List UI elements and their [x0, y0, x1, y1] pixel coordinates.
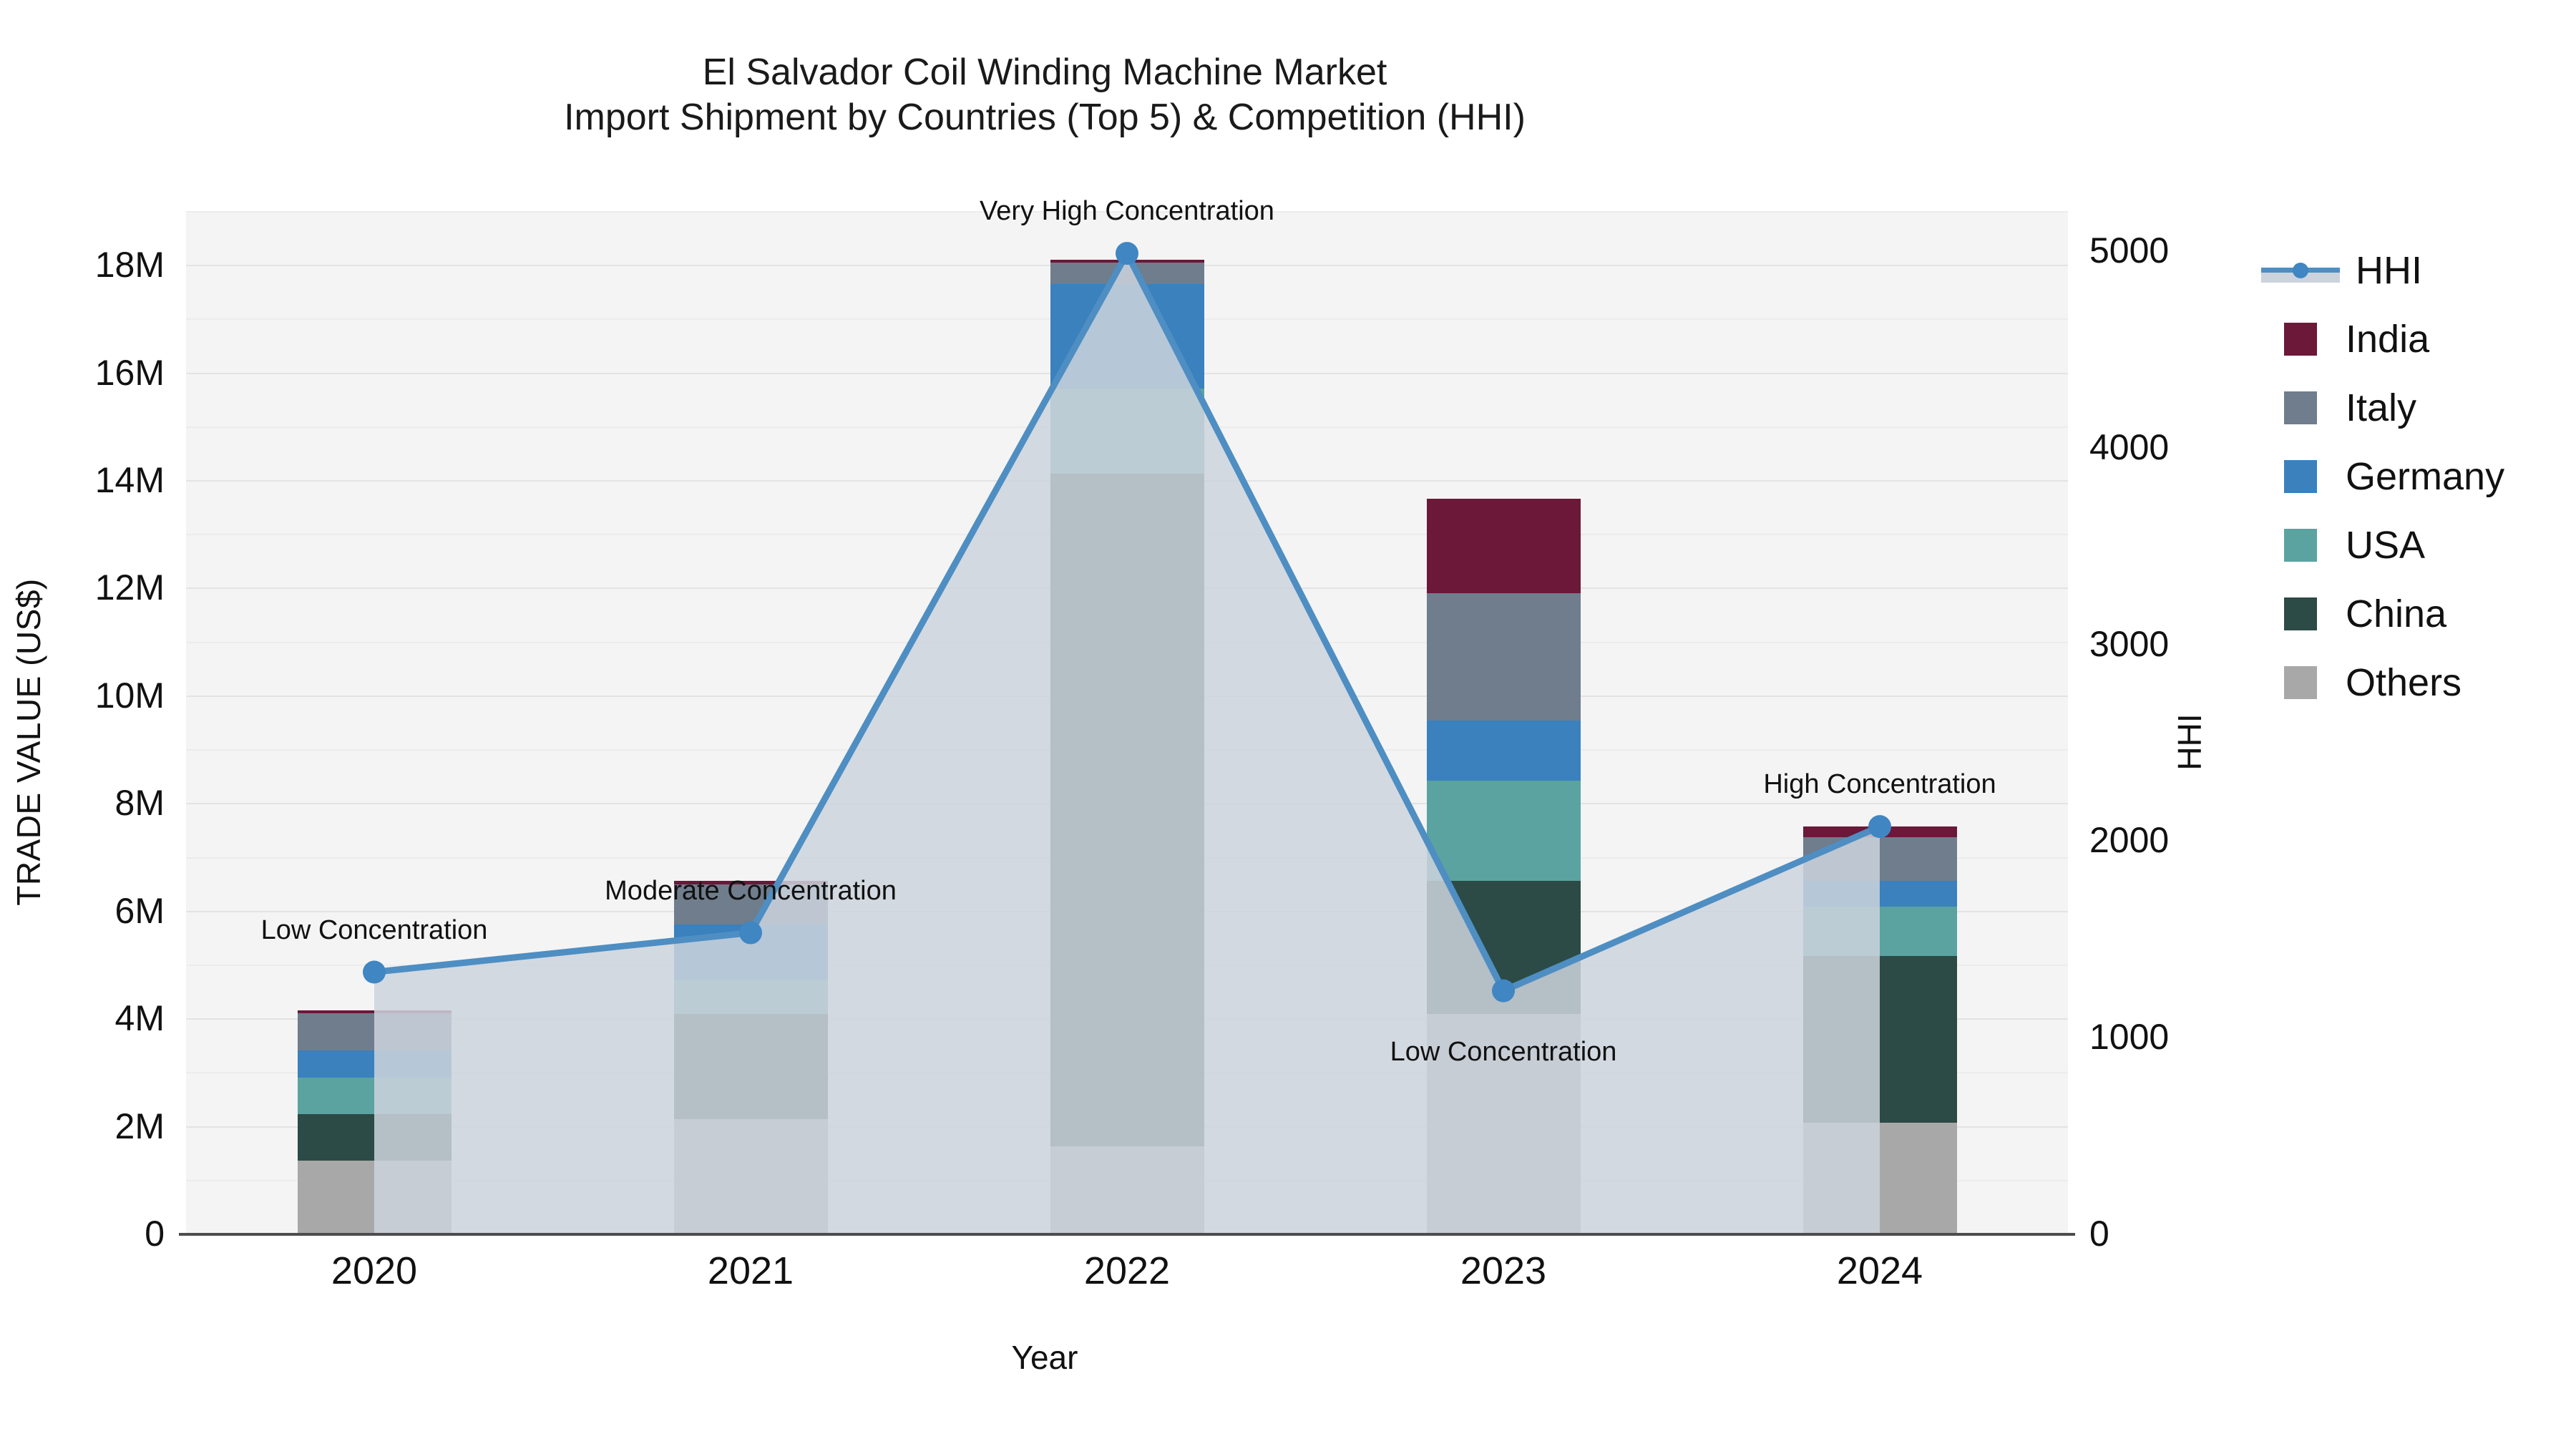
x-axis-line [179, 1233, 2075, 1236]
y-axis-right-tick-3000: 3000 [2089, 623, 2170, 664]
chart-title: El Salvador Coil Winding Machine Market … [0, 50, 2089, 141]
legend-label: Germany [2346, 455, 2505, 498]
y-axis-right-tick-4000: 4000 [2089, 426, 2170, 467]
bar-segment-germany-2023[interactable] [1426, 720, 1581, 781]
y-axis-left-tick-10M: 10M [94, 675, 165, 716]
legend-swatch-icon [2284, 323, 2317, 356]
bar-segment-india-2023[interactable] [1426, 499, 1581, 593]
legend-item-germany[interactable]: Germany [2261, 442, 2569, 511]
legend-label: USA [2346, 524, 2426, 567]
chart-title-line-1: El Salvador Coil Winding Machine Market [702, 52, 1387, 93]
hhi-annotation-2024: High Concentration [1763, 769, 1996, 800]
y-axis-left-tick-0: 0 [145, 1214, 165, 1254]
x-axis-title: Year [1011, 1339, 1078, 1376]
y-axis-left-tick-18M: 18M [94, 245, 165, 286]
legend-item-usa[interactable]: USA [2261, 511, 2569, 580]
legend-item-italy[interactable]: Italy [2261, 374, 2569, 442]
y-axis-left-tick-16M: 16M [94, 352, 165, 393]
hhi-line-series [363, 242, 1891, 1234]
x-axis-tick-2020: 2020 [331, 1249, 418, 1292]
legend-label: China [2346, 592, 2447, 635]
legend-label: HHI [2356, 249, 2422, 292]
hhi-marker-2020[interactable] [363, 960, 386, 984]
bar-segment-italy-2023[interactable] [1426, 593, 1581, 721]
x-axis-tick-2023: 2023 [1460, 1249, 1547, 1292]
legend-item-china[interactable]: China [2261, 580, 2569, 648]
hhi-annotation-2020: Low Concentration [260, 914, 488, 945]
hhi-annotation-2021: Moderate Concentration [605, 875, 897, 906]
hhi-marker-2021[interactable] [739, 921, 762, 945]
hhi-marker-2022[interactable] [1116, 242, 1138, 265]
y-axis-left-tick-14M: 14M [94, 460, 165, 501]
y-axis-left-title: TRADE VALUE (US$) [10, 578, 47, 906]
x-axis-tick-2024: 2024 [1836, 1249, 1923, 1292]
y-axis-right-tick-2000: 2000 [2089, 820, 2170, 861]
legend-swatch-icon [2284, 391, 2317, 424]
x-axis-tick-2021: 2021 [707, 1249, 794, 1292]
y-axis-right-tick-1000: 1000 [2089, 1017, 2170, 1058]
y-axis-left-tick-4M: 4M [114, 998, 165, 1039]
legend-swatch-icon [2284, 460, 2317, 493]
legend-line-icon [2261, 254, 2340, 287]
bar-segment-usa-2023[interactable] [1426, 780, 1581, 881]
legend-label: Others [2346, 661, 2462, 704]
hhi-marker-2023[interactable] [1492, 979, 1515, 1002]
y-axis-right-tick-0: 0 [2089, 1214, 2109, 1254]
legend-item-others[interactable]: Others [2261, 648, 2569, 717]
y-axis-left-tick-12M: 12M [94, 567, 165, 608]
y-axis-left-tick-8M: 8M [114, 783, 165, 824]
hhi-annotation-2023: Low Concentration [1390, 1036, 1617, 1067]
y-axis-left-tick-6M: 6M [114, 890, 165, 931]
hhi-annotation-2022: Very High Concentration [980, 196, 1274, 227]
legend-label: Italy [2346, 386, 2417, 429]
hhi-area-fill [374, 253, 1880, 1234]
plot-area [186, 211, 2068, 1235]
legend-swatch-icon [2284, 529, 2317, 562]
y-axis-left-tick-2M: 2M [114, 1106, 165, 1146]
y-axis-right-tick-5000: 5000 [2089, 230, 2170, 270]
y-axis-right-title: HHI [2171, 713, 2208, 771]
hhi-markers [363, 242, 1891, 1002]
legend-swatch-icon [2284, 597, 2317, 630]
legend-swatch-icon [2284, 666, 2317, 699]
hhi-marker-2024[interactable] [1868, 815, 1891, 839]
chart-title-line-2: Import Shipment by Countries (Top 5) & C… [564, 97, 1526, 139]
legend-item-hhi[interactable]: HHI [2261, 236, 2569, 305]
gridline-minor [186, 211, 2068, 213]
x-axis-tick-2022: 2022 [1083, 1249, 1171, 1292]
legend-item-india[interactable]: India [2261, 305, 2569, 374]
legend: HHI India Italy Germany USA China Others [2261, 236, 2569, 717]
legend-label: India [2346, 318, 2430, 361]
bar-segment-india-2021[interactable] [673, 881, 828, 884]
